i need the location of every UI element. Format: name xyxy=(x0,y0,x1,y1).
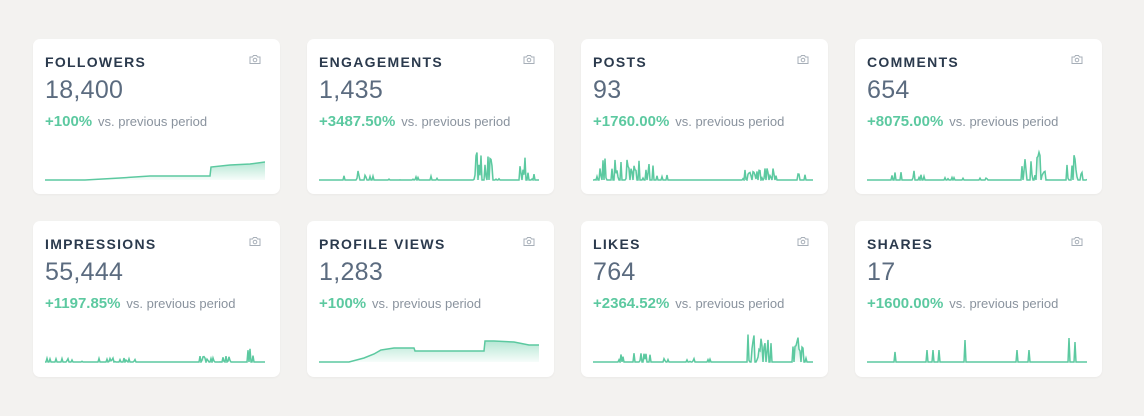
card-value: 17 xyxy=(867,258,896,286)
change-label: vs. previous period xyxy=(949,114,1059,129)
change-percent: +1600.00% xyxy=(867,295,944,312)
card-change: +1760.00% vs. previous period xyxy=(593,113,784,130)
sparkline-line xyxy=(867,149,1087,181)
camera-icon[interactable] xyxy=(523,54,535,65)
change-percent: +3487.50% xyxy=(319,113,396,130)
sparkline-line xyxy=(867,337,1087,363)
change-percent: +100% xyxy=(45,113,93,130)
card-value: 1,435 xyxy=(319,76,384,104)
metric-card-comments: COMMENTS 654 +8075.00% vs. previous peri… xyxy=(855,39,1102,194)
sparkline-line xyxy=(45,348,265,363)
sparkline-area xyxy=(593,334,813,362)
card-title: ENGAGEMENTS xyxy=(319,54,443,70)
card-title: POSTS xyxy=(593,54,647,70)
change-label: vs. previous period xyxy=(949,296,1059,311)
sparkline-line xyxy=(593,158,813,181)
sparkline xyxy=(319,340,539,363)
change-label: vs. previous period xyxy=(126,296,236,311)
sparkline-area xyxy=(867,338,1087,362)
card-title: LIKES xyxy=(593,236,641,252)
camera-icon[interactable] xyxy=(797,236,809,247)
card-value: 1,283 xyxy=(319,258,384,286)
card-change: +3487.50% vs. previous period xyxy=(319,113,510,130)
sparkline xyxy=(593,158,813,181)
card-change: +1197.85% vs. previous period xyxy=(45,295,236,312)
sparkline-line xyxy=(319,340,539,363)
change-percent: +100% xyxy=(319,295,367,312)
card-value: 654 xyxy=(867,76,910,104)
change-label: vs. previous period xyxy=(675,296,785,311)
camera-icon[interactable] xyxy=(797,54,809,65)
sparkline xyxy=(319,152,539,181)
card-change: +8075.00% vs. previous period xyxy=(867,113,1058,130)
sparkline-area xyxy=(319,152,539,180)
sparkline xyxy=(867,337,1087,363)
metrics-grid: FOLLOWERS 18,400 +100% vs. previous peri… xyxy=(33,39,1102,377)
change-label: vs. previous period xyxy=(372,296,482,311)
card-value: 18,400 xyxy=(45,76,124,104)
card-title: COMMENTS xyxy=(867,54,960,70)
card-change: +100% vs. previous period xyxy=(319,295,481,312)
change-percent: +2364.52% xyxy=(593,295,670,312)
card-title: FOLLOWERS xyxy=(45,54,147,70)
metric-card-impressions: IMPRESSIONS 55,444 +1197.85% vs. previou… xyxy=(33,221,280,377)
change-label: vs. previous period xyxy=(401,114,511,129)
sparkline xyxy=(45,161,265,181)
metric-card-followers: FOLLOWERS 18,400 +100% vs. previous peri… xyxy=(33,39,280,194)
card-title: PROFILE VIEWS xyxy=(319,236,446,252)
change-label: vs. previous period xyxy=(675,114,785,129)
card-title: SHARES xyxy=(867,236,934,252)
metric-card-engagements: ENGAGEMENTS 1,435 +3487.50% vs. previous… xyxy=(307,39,554,194)
change-label: vs. previous period xyxy=(98,114,208,129)
camera-icon[interactable] xyxy=(1071,54,1083,65)
card-change: +2364.52% vs. previous period xyxy=(593,295,784,312)
camera-icon[interactable] xyxy=(1071,236,1083,247)
change-percent: +1197.85% xyxy=(45,295,121,312)
camera-icon[interactable] xyxy=(249,54,261,65)
camera-icon[interactable] xyxy=(249,236,261,247)
metric-card-shares: SHARES 17 +1600.00% vs. previous period xyxy=(855,221,1102,377)
sparkline xyxy=(45,348,265,363)
sparkline-line xyxy=(593,334,813,363)
card-change: +1600.00% vs. previous period xyxy=(867,295,1058,312)
sparkline xyxy=(867,149,1087,181)
card-change: +100% vs. previous period xyxy=(45,113,207,130)
sparkline-line xyxy=(319,152,539,181)
card-title: IMPRESSIONS xyxy=(45,236,157,252)
metric-card-profile-views: PROFILE VIEWS 1,283 +100% vs. previous p… xyxy=(307,221,554,377)
camera-icon[interactable] xyxy=(523,236,535,247)
sparkline-area xyxy=(45,348,265,362)
card-value: 55,444 xyxy=(45,258,124,286)
change-percent: +8075.00% xyxy=(867,113,944,130)
metric-card-posts: POSTS 93 +1760.00% vs. previous period xyxy=(581,39,828,194)
change-percent: +1760.00% xyxy=(593,113,670,130)
card-value: 764 xyxy=(593,258,636,286)
card-value: 93 xyxy=(593,76,622,104)
metric-card-likes: LIKES 764 +2364.52% vs. previous period xyxy=(581,221,828,377)
sparkline xyxy=(593,334,813,363)
sparkline-line xyxy=(45,161,265,181)
